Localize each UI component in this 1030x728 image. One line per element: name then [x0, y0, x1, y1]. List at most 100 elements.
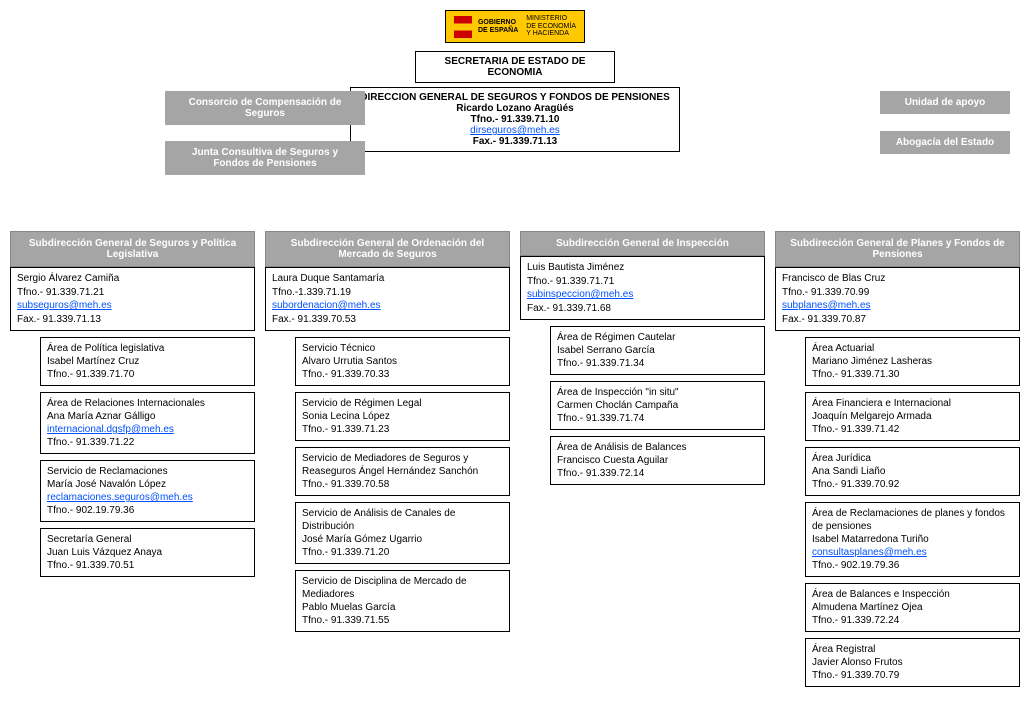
- area-email[interactable]: internacional.dgsfp@meh.es: [47, 424, 174, 435]
- area-person: Francisco Cuesta Aguilar: [557, 454, 758, 467]
- lead-fax: Fax.- 91.339.70.87: [782, 313, 1013, 327]
- lead-email[interactable]: subplanes@meh.es: [782, 300, 871, 311]
- direccion-tfno: Tfno.- 91.339.71.10: [359, 114, 671, 125]
- area-title: Área Financiera e Internacional: [812, 397, 1013, 410]
- direccion-name: Ricardo Lozano Aragüés: [359, 103, 671, 114]
- area-box: Área de Reclamaciones de planes y fondos…: [805, 502, 1020, 577]
- subdireccion-lead: Sergio Álvarez CamiñaTfno.- 91.339.71.21…: [10, 267, 255, 331]
- lead-tfno: Tfno.- 91.339.71.21: [17, 286, 248, 300]
- area-title: Área de Análisis de Balances: [557, 441, 758, 454]
- subdireccion-lead: Luis Bautista JiménezTfno.- 91.339.71.71…: [520, 256, 765, 320]
- area-tfno: Tfno.- 91.339.71.20: [302, 546, 503, 559]
- area-title: Servicio Técnico: [302, 342, 503, 355]
- subdireccion-header: Subdirección General de Planes y Fondos …: [775, 231, 1020, 267]
- area-tfno: Tfno.- 91.339.70.51: [47, 559, 248, 572]
- area-title: Área de Política legislativa: [47, 342, 248, 355]
- area-tfno: Tfno.- 91.339.71.55: [302, 614, 503, 627]
- area-person: Alvaro Urrutia Santos: [302, 355, 503, 368]
- area-tfno: Tfno.- 91.339.71.30: [812, 368, 1013, 381]
- logo-l5: Y HACIENDA: [526, 30, 569, 37]
- secretaria-box: SECRETARIA DE ESTADO DE ECONOMIA: [415, 51, 615, 83]
- area-person: Sonia Lecina López: [302, 410, 503, 423]
- logo-l3: MINISTERIO: [526, 15, 567, 22]
- area-box: Área de Régimen CautelarIsabel Serrano G…: [550, 326, 765, 375]
- subdireccion-header: Subdirección General de Ordenación del M…: [265, 231, 510, 267]
- area-person: Mariano Jiménez Lasheras: [812, 355, 1013, 368]
- area-person: María José Navalón López: [47, 478, 248, 491]
- area-title: Servicio de Mediadores de Seguros y Reas…: [302, 452, 503, 478]
- area-tfno: Tfno.- 91.339.72.24: [812, 614, 1013, 627]
- area-title: Servicio de Régimen Legal: [302, 397, 503, 410]
- area-box: Área de Inspección "in situ"Carmen Chocl…: [550, 381, 765, 430]
- area-title: Área Jurídica: [812, 452, 1013, 465]
- area-tfno: Tfno.- 91.339.70.92: [812, 478, 1013, 491]
- area-tfno: Tfno.- 91.339.71.42: [812, 423, 1013, 436]
- area-person: Isabel Matarredona Turiño: [812, 533, 1013, 546]
- direccion-fax: Fax.- 91.339.71.13: [359, 136, 671, 147]
- area-box: Área ActuarialMariano Jiménez LasherasTf…: [805, 337, 1020, 386]
- subdireccion-header: Subdirección General de Inspección: [520, 231, 765, 256]
- area-box: Área de Política legislativaIsabel Martí…: [40, 337, 255, 386]
- area-box: Área Financiera e InternacionalJoaquín M…: [805, 392, 1020, 441]
- area-tfno: Tfno.- 91.339.70.79: [812, 669, 1013, 682]
- area-box: Servicio de Disciplina de Mercado de Med…: [295, 570, 510, 632]
- area-title: Área de Reclamaciones de planes y fondos…: [812, 507, 1013, 533]
- area-box: Área RegistralJavier Alonso FrutosTfno.-…: [805, 638, 1020, 687]
- area-box: Área de Balances e InspecciónAlmudena Ma…: [805, 583, 1020, 632]
- logo-l1: GOBIERNO: [478, 19, 516, 26]
- area-box: Área de Análisis de BalancesFrancisco Cu…: [550, 436, 765, 485]
- lead-tfno: Tfno.- 91.339.70.99: [782, 286, 1013, 300]
- lead-fax: Fax.- 91.339.70.53: [272, 313, 503, 327]
- abogacia-box: Abogacía del Estado: [880, 131, 1010, 154]
- area-title: Área de Régimen Cautelar: [557, 331, 758, 344]
- lead-tfno: Tfno.-1.339.71.19: [272, 286, 503, 300]
- area-tfno: Tfno.- 902.19.79.36: [47, 504, 248, 517]
- subdireccion-lead: Laura Duque SantamaríaTfno.-1.339.71.19s…: [265, 267, 510, 331]
- lead-name: Sergio Álvarez Camiña: [17, 272, 248, 286]
- area-tfno: Tfno.- 91.339.71.74: [557, 412, 758, 425]
- direccion-email[interactable]: dirseguros@meh.es: [470, 125, 560, 136]
- area-person: Isabel Martínez Cruz: [47, 355, 248, 368]
- area-person: Isabel Serrano García: [557, 344, 758, 357]
- area-title: Área de Inspección "in situ": [557, 386, 758, 399]
- lead-email[interactable]: subseguros@meh.es: [17, 300, 112, 311]
- area-person: Ana Sandi Liaño: [812, 465, 1013, 478]
- direccion-box: DIRECCION GENERAL DE SEGUROS Y FONDOS DE…: [350, 87, 680, 152]
- area-title: Servicio de Análisis de Canales de Distr…: [302, 507, 503, 533]
- area-person: José María Gómez Ugarrio: [302, 533, 503, 546]
- logo-l2: DE ESPAÑA: [478, 27, 518, 34]
- consorcio-box: Consorcio de Compensación de Seguros: [165, 91, 365, 125]
- area-tfno: Tfno.- 902.19.79.36: [812, 559, 1013, 572]
- area-box: Servicio TécnicoAlvaro Urrutia SantosTfn…: [295, 337, 510, 386]
- logo-l4: DE ECONOMÍA: [526, 23, 576, 30]
- area-tfno: Tfno.- 91.339.72.14: [557, 467, 758, 480]
- area-person: Pablo Muelas García: [302, 601, 503, 614]
- area-email[interactable]: consultasplanes@meh.es: [812, 547, 927, 558]
- lead-email[interactable]: subordenacion@meh.es: [272, 300, 381, 311]
- area-person: Javier Alonso Frutos: [812, 656, 1013, 669]
- area-person: Almudena Martínez Ojea: [812, 601, 1013, 614]
- area-box: Área JurídicaAna Sandi LiañoTfno.- 91.33…: [805, 447, 1020, 496]
- area-person: Carmen Choclán Campaña: [557, 399, 758, 412]
- lead-name: Laura Duque Santamaría: [272, 272, 503, 286]
- lead-fax: Fax.- 91.339.71.13: [17, 313, 248, 327]
- lead-fax: Fax.- 91.339.71.68: [527, 302, 758, 316]
- area-tfno: Tfno.- 91.339.71.34: [557, 357, 758, 370]
- area-tfno: Tfno.- 91.339.71.23: [302, 423, 503, 436]
- area-box: Servicio de ReclamacionesMaría José Nava…: [40, 460, 255, 522]
- area-person: Juan Luis Vázquez Anaya: [47, 546, 248, 559]
- lead-name: Luis Bautista Jiménez: [527, 261, 758, 275]
- lead-email[interactable]: subinspeccion@meh.es: [527, 289, 633, 300]
- area-tfno: Tfno.- 91.339.70.58: [302, 478, 503, 491]
- area-title: Área Actuarial: [812, 342, 1013, 355]
- area-tfno: Tfno.- 91.339.71.22: [47, 436, 248, 449]
- lead-tfno: Tfno.- 91.339.71.71: [527, 275, 758, 289]
- subdireccion-header: Subdirección General de Seguros y Políti…: [10, 231, 255, 267]
- area-email[interactable]: reclamaciones.seguros@meh.es: [47, 492, 193, 503]
- area-title: Área de Relaciones Internacionales: [47, 397, 248, 410]
- area-title: Área de Balances e Inspección: [812, 588, 1013, 601]
- subdireccion-lead: Francisco de Blas CruzTfno.- 91.339.70.9…: [775, 267, 1020, 331]
- lead-name: Francisco de Blas Cruz: [782, 272, 1013, 286]
- area-title: Servicio de Disciplina de Mercado de Med…: [302, 575, 503, 601]
- direccion-title: DIRECCION GENERAL DE SEGUROS Y FONDOS DE…: [359, 92, 671, 103]
